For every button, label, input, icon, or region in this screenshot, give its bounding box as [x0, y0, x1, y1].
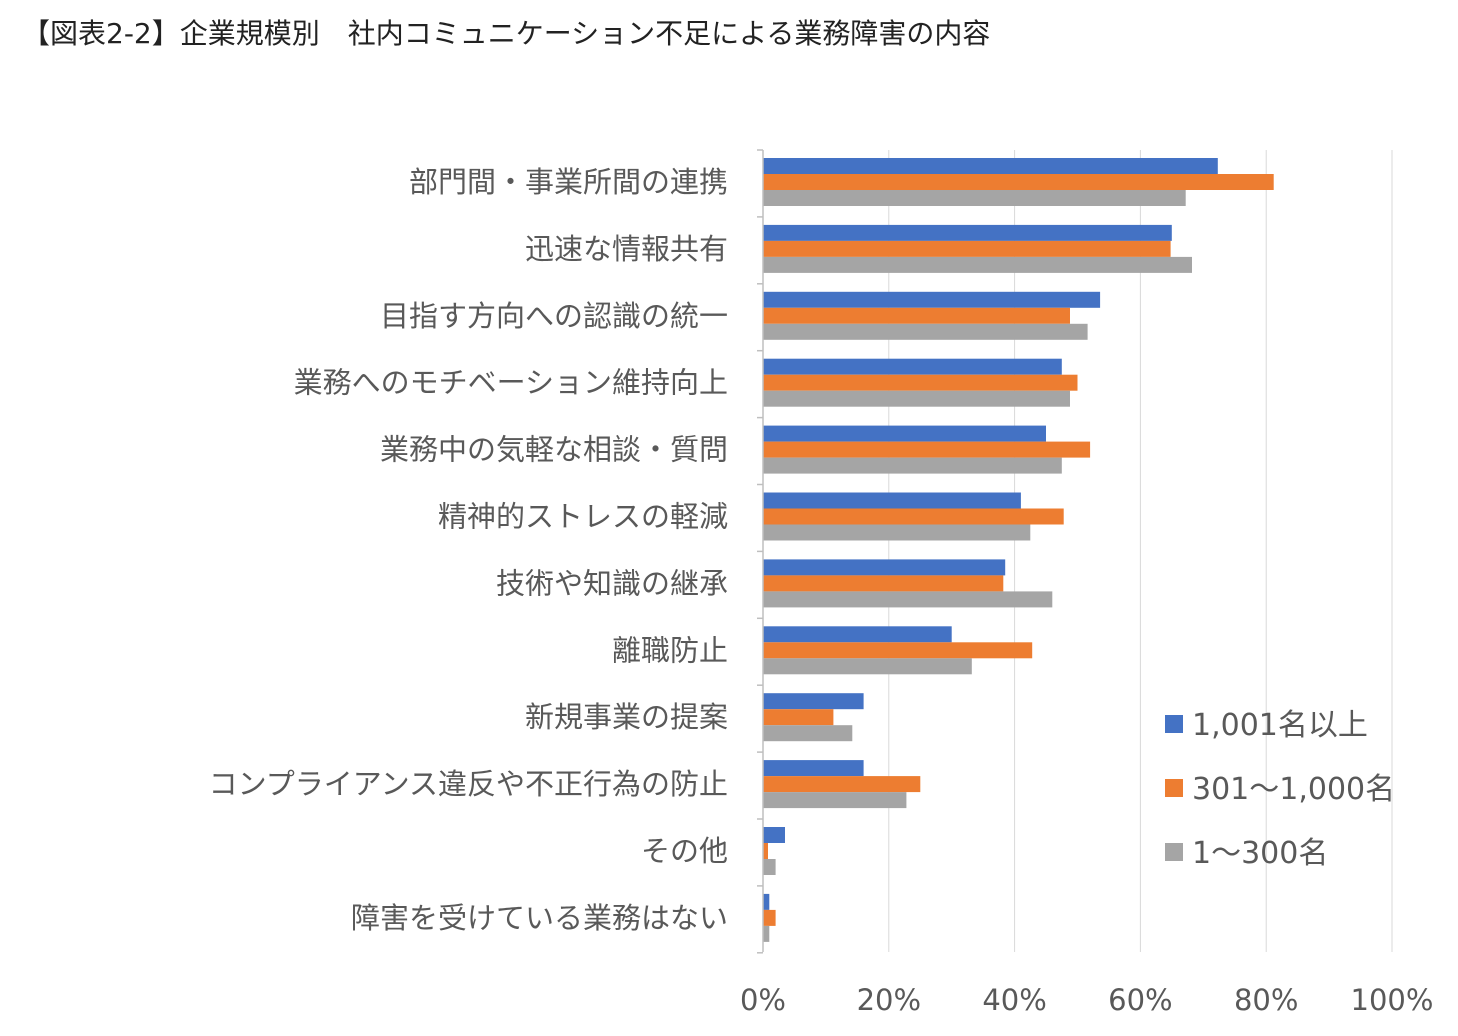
bar-series — [763, 158, 1274, 942]
bar — [763, 425, 1046, 442]
category-label: 精神的ストレスの軽減 — [438, 500, 728, 534]
bar — [763, 158, 1218, 174]
x-tick-label: 20% — [857, 983, 921, 1017]
bar — [763, 709, 834, 726]
legend-swatch — [1165, 843, 1183, 861]
bar — [763, 827, 785, 843]
bar — [763, 224, 1172, 241]
chart-title: 【図表2-2】企業規模別 社内コミュニケーション不足による業務障害の内容 — [22, 17, 991, 50]
bar — [763, 792, 907, 809]
category-label: 業務中の気軽な相談・質問 — [380, 433, 728, 467]
legend-swatch — [1165, 779, 1183, 797]
bar — [763, 925, 770, 942]
legend-label: 1,001名以上 — [1192, 708, 1368, 743]
bar — [763, 626, 952, 643]
x-axis-tick-labels: 0% 20% 40% 60% 80% 100% — [740, 983, 1433, 1017]
category-label: 業務へのモチベーション維持向上 — [294, 366, 728, 400]
bar — [763, 190, 1186, 206]
category-label: その他 — [641, 834, 728, 868]
bar — [763, 256, 1192, 273]
category-label: コンプライアンス違反や不正行為の防止 — [209, 767, 728, 801]
bar — [763, 374, 1078, 391]
bar — [763, 575, 1004, 592]
category-label: 迅速な情報共有 — [525, 232, 728, 266]
legend: 1,001名以上 301～1,000名 1～300名 — [1165, 708, 1395, 871]
bar — [763, 893, 770, 910]
bar — [763, 591, 1053, 608]
bar — [763, 524, 1031, 541]
bar — [763, 323, 1088, 340]
bar — [763, 859, 776, 875]
x-tick-label: 60% — [1108, 983, 1172, 1017]
bar — [763, 307, 1070, 324]
bar — [763, 457, 1062, 474]
bar — [763, 725, 853, 742]
bar — [763, 390, 1070, 407]
bar — [763, 508, 1064, 525]
bar — [763, 658, 972, 675]
category-label: 新規事業の提案 — [525, 700, 728, 734]
bar — [763, 843, 768, 859]
bar — [763, 492, 1021, 509]
bar — [763, 693, 864, 710]
bar — [763, 441, 1091, 458]
bar — [763, 240, 1171, 257]
category-labels: 部門間・事業所間の連携迅速な情報共有目指す方向への認識の統一業務へのモチベーショ… — [209, 165, 728, 935]
legend-label: 301～1,000名 — [1192, 772, 1395, 807]
bar — [763, 776, 921, 793]
legend-label: 1～300名 — [1192, 836, 1328, 871]
bar — [763, 291, 1101, 308]
x-tick-label: 40% — [982, 983, 1046, 1017]
category-label: 部門間・事業所間の連携 — [409, 165, 728, 199]
bar — [763, 760, 864, 777]
category-label: 目指す方向への認識の統一 — [380, 299, 728, 333]
category-label: 技術や知識の継承 — [496, 566, 728, 600]
bar — [763, 909, 776, 926]
category-axis — [757, 149, 764, 954]
x-tick-label: 100% — [1351, 983, 1434, 1017]
bar — [763, 174, 1274, 190]
category-label: 離職防止 — [612, 633, 728, 667]
gridlines — [888, 150, 1393, 952]
bar — [763, 559, 1006, 576]
category-label: 障害を受けている業務はない — [351, 901, 728, 935]
bar — [763, 642, 1033, 659]
legend-swatch — [1165, 715, 1183, 733]
x-tick-label: 0% — [740, 983, 786, 1017]
bar — [763, 358, 1062, 375]
x-tick-label: 80% — [1234, 983, 1298, 1017]
